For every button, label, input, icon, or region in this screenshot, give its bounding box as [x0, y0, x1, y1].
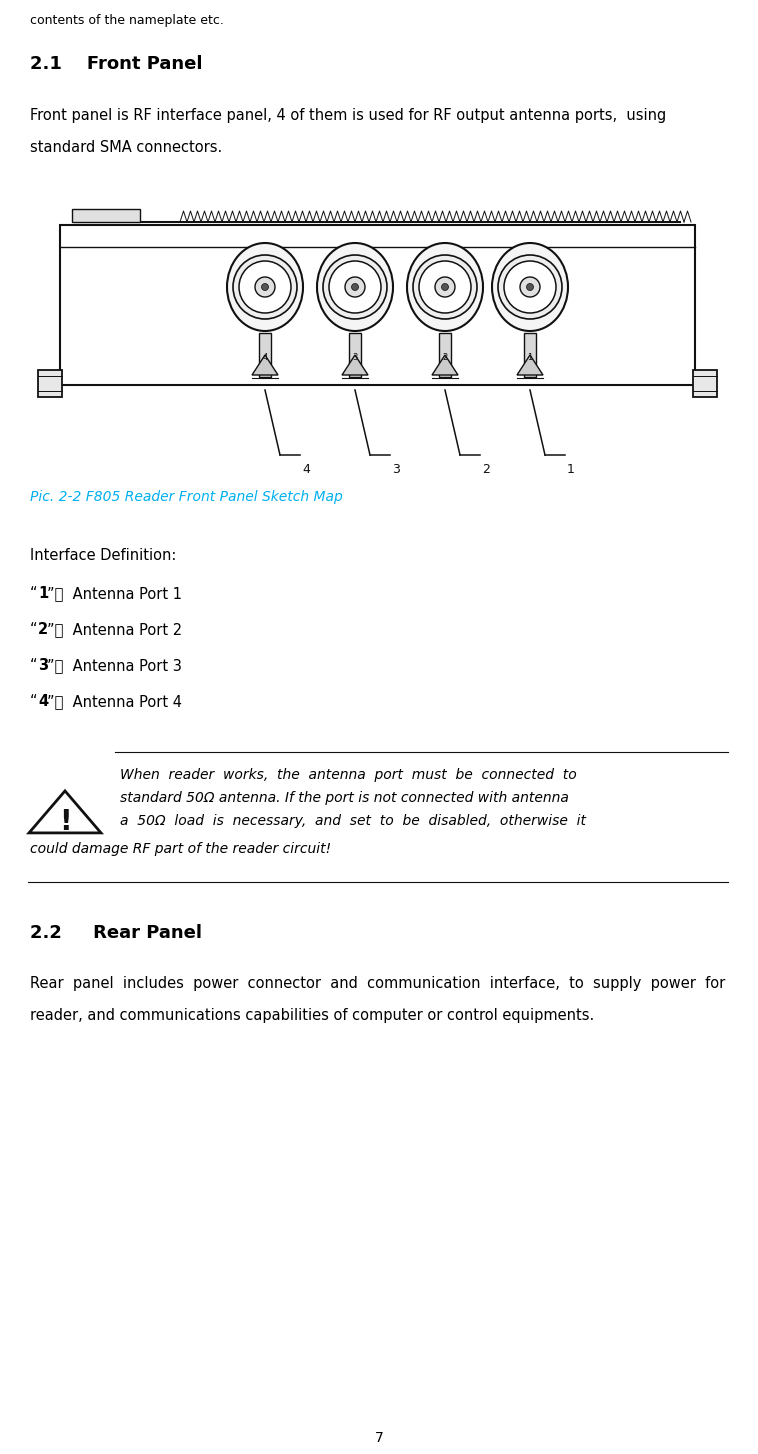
Ellipse shape [492, 243, 568, 332]
Text: ”－  Antenna Port 2: ”－ Antenna Port 2 [47, 622, 182, 637]
Circle shape [255, 278, 275, 297]
Text: could damage RF part of the reader circuit!: could damage RF part of the reader circu… [30, 842, 331, 856]
Circle shape [504, 262, 556, 313]
Text: 2: 2 [38, 622, 48, 637]
Circle shape [352, 284, 359, 291]
Polygon shape [432, 355, 458, 375]
Text: ”－  Antenna Port 1: ”－ Antenna Port 1 [47, 586, 182, 601]
Bar [439, 333, 451, 377]
Text: 2.2     Rear Panel: 2.2 Rear Panel [30, 923, 202, 942]
Text: 1: 1 [528, 352, 533, 362]
Text: Rear  panel  includes  power  connector  and  communication  interface,  to  sup: Rear panel includes power connector and … [30, 976, 725, 992]
Circle shape [239, 262, 291, 313]
Text: 3: 3 [38, 659, 48, 673]
Text: When  reader  works,  the  antenna  port  must  be  connected  to: When reader works, the antenna port must… [120, 768, 577, 782]
Text: reader, and communications capabilities of computer or control equipments.: reader, and communications capabilities … [30, 1008, 594, 1024]
Circle shape [329, 262, 381, 313]
Text: “: “ [30, 694, 37, 710]
Text: “: “ [30, 659, 37, 673]
Bar [72, 209, 140, 222]
Polygon shape [517, 355, 543, 375]
Circle shape [345, 278, 365, 297]
Circle shape [419, 262, 471, 313]
Polygon shape [29, 791, 101, 833]
Ellipse shape [323, 254, 387, 318]
Text: 2.1    Front Panel: 2.1 Front Panel [30, 55, 202, 73]
Text: ”－  Antenna Port 3: ”－ Antenna Port 3 [47, 659, 182, 673]
Text: 2: 2 [482, 462, 490, 475]
Ellipse shape [413, 254, 477, 318]
Text: “: “ [30, 622, 37, 637]
Text: 3: 3 [392, 462, 400, 475]
Text: contents of the nameplate etc.: contents of the nameplate etc. [30, 15, 224, 28]
Polygon shape [252, 355, 278, 375]
Text: Interface Definition:: Interface Definition: [30, 548, 177, 563]
Text: 1: 1 [567, 462, 575, 475]
Text: “: “ [30, 586, 37, 601]
Bar [524, 333, 536, 377]
Ellipse shape [317, 243, 393, 332]
Circle shape [441, 284, 449, 291]
Text: 4: 4 [38, 694, 48, 710]
Text: ”－  Antenna Port 4: ”－ Antenna Port 4 [47, 694, 182, 710]
Text: standard SMA connectors.: standard SMA connectors. [30, 140, 222, 156]
Text: 7: 7 [374, 1431, 384, 1445]
Ellipse shape [233, 254, 297, 318]
Text: 4: 4 [262, 352, 268, 362]
Circle shape [527, 284, 534, 291]
Polygon shape [38, 369, 62, 397]
Bar [349, 333, 361, 377]
Ellipse shape [227, 243, 303, 332]
Text: Pic. 2-2 F805 Reader Front Panel Sketch Map: Pic. 2-2 F805 Reader Front Panel Sketch … [30, 490, 343, 505]
Text: a  50Ω  load  is  necessary,  and  set  to  be  disabled,  otherwise  it: a 50Ω load is necessary, and set to be d… [120, 814, 586, 827]
Circle shape [435, 278, 455, 297]
Text: Front panel is RF interface panel, 4 of them is used for RF output antenna ports: Front panel is RF interface panel, 4 of … [30, 108, 666, 124]
Text: standard 50Ω antenna. If the port is not connected with antenna: standard 50Ω antenna. If the port is not… [120, 791, 568, 806]
Circle shape [262, 284, 268, 291]
Bar [60, 225, 695, 385]
Circle shape [520, 278, 540, 297]
Ellipse shape [407, 243, 483, 332]
Text: 2: 2 [443, 352, 448, 362]
Polygon shape [342, 355, 368, 375]
Ellipse shape [498, 254, 562, 318]
Text: 4: 4 [302, 462, 310, 475]
Text: !: ! [58, 808, 71, 836]
Text: 3: 3 [352, 352, 358, 362]
Bar [259, 333, 271, 377]
Text: 1: 1 [38, 586, 49, 601]
Polygon shape [693, 369, 717, 397]
